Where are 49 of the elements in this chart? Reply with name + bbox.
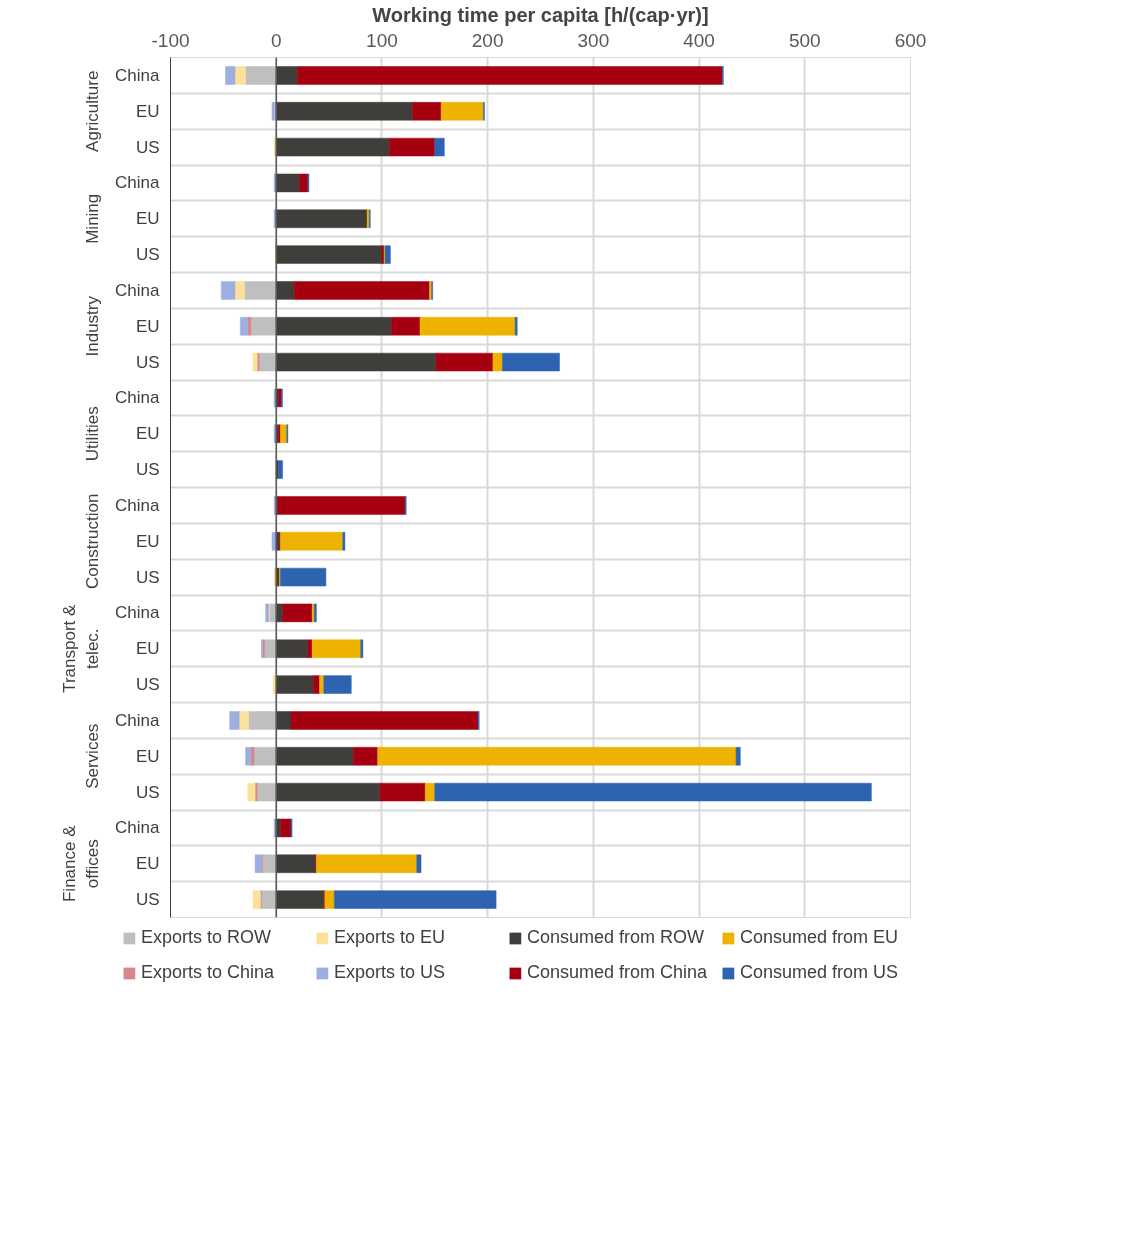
y-tick-label: US — [135, 352, 160, 372]
y-tick-label: US — [135, 782, 160, 802]
y-tick-label: US — [135, 460, 160, 480]
x-tick-label: 100 — [366, 29, 398, 51]
y-tick-label: EU — [135, 746, 160, 766]
legend-label: Consumed from China — [526, 962, 707, 983]
y-tick-label: EU — [135, 101, 160, 121]
x-axis-title: Working time per capita [h/(cap·yr)] — [372, 3, 709, 26]
text: Utilities — [82, 406, 102, 462]
legend-label: Exports to EU — [333, 927, 446, 948]
y-tick-label: US — [135, 890, 160, 910]
legend-label: Exports to China — [140, 962, 275, 983]
y-tick-label: China — [115, 818, 161, 838]
x-tick-label: 600 — [894, 29, 927, 51]
y-tick-label: China — [115, 65, 161, 85]
y-tick-label: EU — [135, 316, 160, 336]
x-tick-label: -100 — [151, 29, 190, 51]
legend-label: Consumed from EU — [740, 927, 900, 948]
y-tick-label: US — [135, 567, 160, 587]
y-tick-label: China — [115, 388, 161, 408]
y-tick-label: EU — [135, 531, 160, 551]
x-tick-label: 300 — [577, 29, 610, 51]
y-tick-label: China — [115, 710, 161, 730]
y-tick-label: EU — [135, 854, 160, 874]
legend-label: Consumed from US — [740, 962, 900, 983]
y-tick-label: US — [135, 675, 160, 695]
y-tick-label: EU — [135, 209, 160, 229]
legend-label: Exports to ROW — [140, 927, 272, 948]
y-tick-label: China — [115, 495, 161, 515]
text: Agriculture — [82, 70, 102, 152]
text: Mining — [82, 193, 102, 244]
x-tick-label: 400 — [683, 29, 715, 51]
y-tick-label: China — [115, 173, 161, 193]
text: Finance & offices — [59, 824, 102, 903]
x-tick-label: 200 — [471, 29, 504, 51]
text: Services — [82, 723, 102, 789]
legend-label: Consumed from ROW — [526, 927, 704, 948]
text: Industry — [82, 295, 102, 357]
y-tick-label: EU — [135, 424, 160, 444]
y-tick-label: US — [135, 245, 160, 265]
legend-label: Exports to US — [333, 962, 446, 983]
text: Transport & telec. — [59, 604, 102, 693]
y-tick-label: EU — [135, 639, 160, 659]
y-tick-label: China — [115, 280, 161, 300]
x-tick-label: 500 — [788, 29, 821, 51]
text: Construction — [82, 493, 102, 589]
y-tick-label: China — [115, 603, 161, 623]
x-tick-label: 0 — [270, 29, 282, 51]
y-tick-label: US — [135, 137, 160, 157]
